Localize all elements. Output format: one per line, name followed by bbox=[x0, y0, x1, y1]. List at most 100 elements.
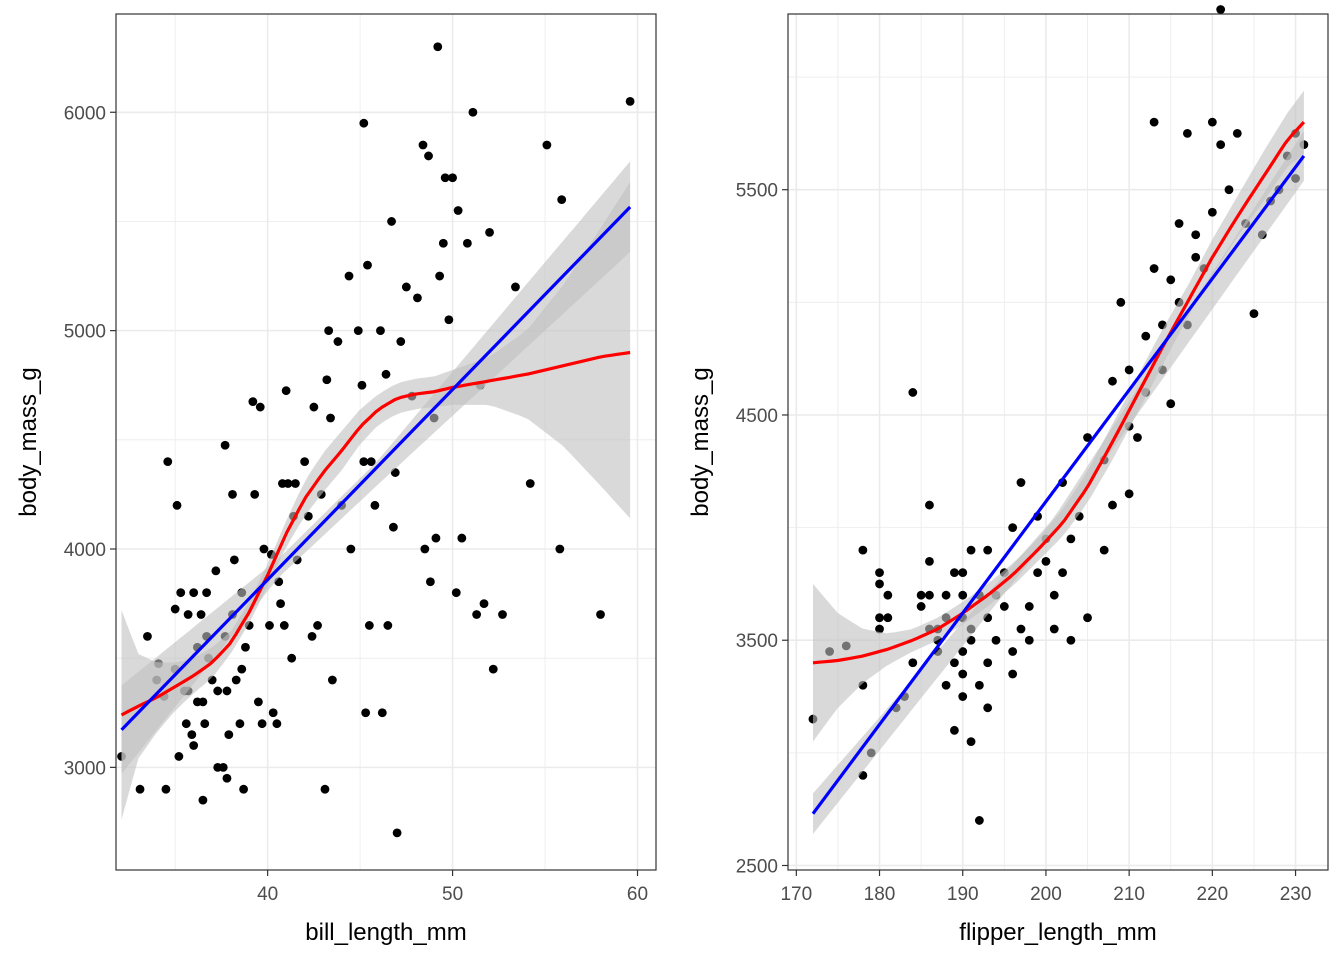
data-point bbox=[257, 719, 267, 729]
data-point bbox=[941, 680, 951, 690]
data-point bbox=[281, 386, 291, 396]
loess-confidence-band bbox=[813, 90, 1304, 742]
loess-line bbox=[120, 350, 631, 717]
data-point bbox=[392, 828, 402, 838]
data-point bbox=[525, 479, 535, 488]
data-point bbox=[1083, 613, 1092, 623]
data-point bbox=[440, 173, 450, 183]
data-point bbox=[387, 217, 396, 226]
y-tick-label: 5500 bbox=[736, 181, 778, 202]
x-axis-title: bill_length_mm bbox=[305, 919, 466, 946]
data-point bbox=[163, 457, 173, 467]
data-point bbox=[983, 545, 993, 555]
data-point bbox=[444, 315, 454, 325]
data-point bbox=[366, 457, 376, 467]
data-point bbox=[268, 708, 278, 718]
data-point bbox=[908, 658, 918, 668]
data-point bbox=[883, 613, 893, 623]
data-point bbox=[555, 544, 565, 554]
y-tick-label: 6000 bbox=[64, 103, 106, 124]
data-point bbox=[359, 457, 369, 467]
data-point bbox=[313, 621, 322, 630]
data-point bbox=[472, 610, 482, 619]
data-point bbox=[925, 556, 934, 566]
data-point bbox=[241, 642, 250, 652]
data-point bbox=[448, 173, 457, 183]
data-point bbox=[1116, 297, 1126, 307]
data-point bbox=[346, 544, 356, 554]
data-point bbox=[250, 490, 260, 499]
data-point bbox=[1024, 602, 1034, 611]
data-point bbox=[300, 457, 310, 467]
data-point bbox=[357, 380, 367, 390]
data-point bbox=[966, 737, 976, 746]
data-point bbox=[307, 631, 317, 641]
data-point bbox=[431, 533, 441, 543]
data-point bbox=[1008, 523, 1018, 532]
data-point bbox=[958, 590, 968, 600]
data-point bbox=[418, 140, 428, 150]
lm-line bbox=[811, 154, 1306, 815]
data-point bbox=[950, 658, 959, 668]
data-point bbox=[413, 293, 422, 303]
data-point bbox=[1066, 635, 1076, 645]
data-point bbox=[211, 566, 221, 576]
data-point bbox=[370, 500, 380, 510]
data-point bbox=[239, 784, 249, 794]
panel-border bbox=[115, 13, 657, 871]
x-tick-label: 50 bbox=[442, 884, 463, 905]
data-point bbox=[1166, 399, 1176, 409]
data-point bbox=[324, 326, 334, 336]
data-point bbox=[235, 719, 245, 729]
data-point bbox=[438, 238, 448, 248]
y-tick-label: 4500 bbox=[736, 406, 778, 427]
data-point bbox=[363, 260, 372, 270]
data-point bbox=[542, 140, 552, 150]
data-point bbox=[983, 703, 993, 713]
data-point bbox=[172, 500, 182, 510]
data-point bbox=[453, 206, 463, 215]
data-point bbox=[462, 238, 472, 248]
data-point bbox=[457, 533, 467, 543]
data-point bbox=[966, 545, 976, 555]
data-point bbox=[189, 741, 199, 750]
data-point bbox=[1058, 568, 1067, 578]
data-point bbox=[883, 590, 893, 600]
data-point bbox=[1016, 478, 1026, 487]
data-point bbox=[875, 613, 884, 623]
data-point bbox=[1207, 117, 1217, 127]
data-point bbox=[198, 795, 208, 805]
x-tick-label: 230 bbox=[1280, 884, 1312, 905]
data-point bbox=[1232, 128, 1242, 138]
data-point bbox=[1083, 433, 1092, 442]
data-point bbox=[1041, 556, 1051, 566]
data-point bbox=[1124, 489, 1134, 499]
data-point bbox=[1066, 534, 1076, 544]
data-point bbox=[231, 675, 241, 685]
data-point bbox=[1191, 252, 1201, 262]
loess-line bbox=[812, 121, 1306, 665]
lm-confidence-band bbox=[813, 131, 1304, 835]
data-point bbox=[1099, 545, 1109, 555]
data-point bbox=[858, 545, 868, 555]
data-point bbox=[983, 658, 993, 668]
data-point bbox=[485, 227, 494, 237]
data-point bbox=[498, 610, 507, 619]
data-point bbox=[916, 602, 926, 611]
data-point bbox=[451, 588, 461, 598]
data-point bbox=[279, 621, 289, 630]
y-tick-label: 2500 bbox=[736, 856, 778, 877]
panel-bill-length: 40 50 60 3000 4000 5000 6000 bill_length_mm body… bbox=[15, 13, 657, 946]
panel-flipper-length: 170 180 190 200 210 220 230 2500 3500 4500 5500 fli… bbox=[687, 5, 1329, 946]
data-point bbox=[1133, 433, 1142, 442]
data-point bbox=[1016, 624, 1026, 634]
data-point bbox=[187, 730, 197, 740]
x-tick-label: 60 bbox=[627, 884, 648, 905]
data-point bbox=[376, 326, 385, 336]
data-point bbox=[196, 610, 206, 619]
data-point bbox=[479, 599, 489, 608]
data-point bbox=[875, 568, 884, 578]
data-point bbox=[950, 568, 959, 578]
data-point bbox=[875, 624, 884, 634]
